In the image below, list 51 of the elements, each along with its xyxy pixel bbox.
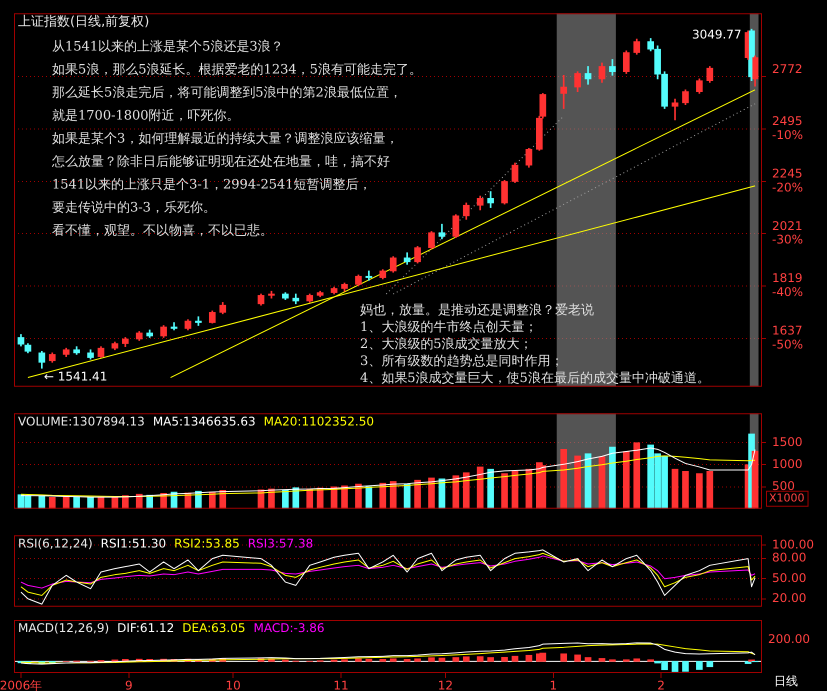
y2-tick-label: -40% [772,284,804,299]
x-tick-label: 12 [438,678,454,691]
y-tick-label: 1500 [772,434,803,449]
y-tick-label: 80.00 [772,550,806,565]
series-label: RSI3:57.38 [248,536,314,550]
annotation: ← 1541.41 [44,369,108,384]
y2-tick-label: -10% [772,128,804,142]
y-tick-label: 1000 [772,456,803,471]
y-tick-label: 1637 [772,324,803,338]
y-tick-label: 2772 [772,62,803,76]
x-tick-label: 2 [657,678,665,691]
y-tick-label: 2021 [772,218,803,233]
annotation: 从1541以来的上涨是某个5浪还是3浪？ [52,38,284,55]
x-tick-label: 1 [549,678,558,691]
annotation: 如果5浪，那么5浪延长。根据爱老的1234，5浪有可能走完了。 [52,62,422,78]
text: DIF:61.12 [117,621,174,636]
y-tick-label: 1819 [772,271,803,286]
x-tick-label: 2006年 [0,678,42,691]
annotation: 要走传说中的3-3，乐死你。 [52,200,216,216]
x-axis-title: 日线 [774,674,798,688]
x-tick-label: 9 [124,678,133,691]
annotation: 看不懂，观望。不以物喜，不以已悲。 [52,224,273,239]
y-tick-label: 50.00 [772,570,806,585]
annotation: 就是1700-1800附近，吓死你。 [52,108,240,124]
text: DEA:63.05 [182,621,246,636]
text: MA5:1346635.63 [152,414,256,428]
annotation: 那么延长5浪走完后，将可能调整到5浪中的第2浪最低位置， [52,84,402,101]
y2-tick-label: -50% [772,337,804,352]
series-label: RSI2:53.85 [174,536,240,550]
text: MACD:-3.86 [254,621,325,636]
y-tick-label: 100.00 [772,537,814,552]
y-tick-label: 2495 [772,114,803,128]
chart-title: 上证指数(日线,前复权) [18,14,150,30]
y-tick-label: 20.00 [772,590,806,605]
text: MA20:1102352.50 [264,414,374,428]
annotation: 如果是某个3，如何理解最近的持续大量？调整浪应该缩量， [52,130,398,147]
y-axis-title: X1000 [769,492,805,505]
x-tick-label: 11 [333,678,349,691]
chart-title: RSI(6,12,24) [18,536,93,550]
y-tick-label: 500 [772,478,795,493]
annotation: 3049.77 [692,27,742,42]
x-tick-label: 10 [226,678,241,691]
y-tick-label: 2245 [772,166,803,181]
chart-title: MACD(12,26,9) [18,621,110,636]
y2-tick-label: -30% [772,232,804,247]
chart-title: VOLUME:1307894.13 [18,414,145,428]
series-label: RSI1:51.30 [100,536,166,550]
y2-tick-label: -20% [772,180,804,194]
text: 200.00 [768,632,810,646]
annotation: 怎么放量？除非日后能够证明现在还处在地量，哇，搞不好 [51,154,390,170]
annotation: 1541以来的上涨只是个3-1，2994-2541短暂调整后， [52,178,372,193]
